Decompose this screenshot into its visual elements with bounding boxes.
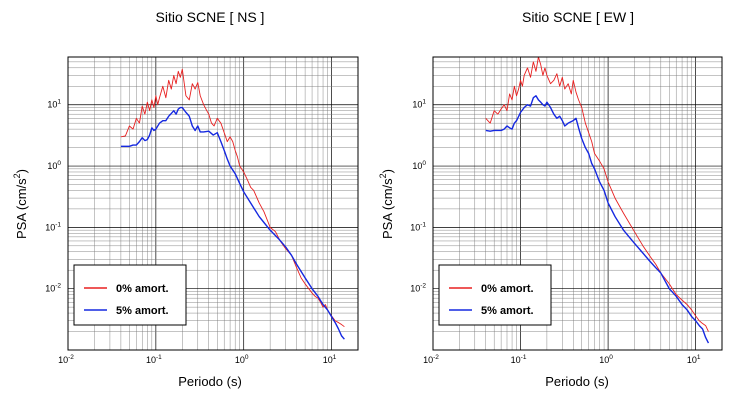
- legend-label-0pct-ns: 0% amort.: [116, 283, 169, 295]
- y-tick-label: 100: [47, 160, 61, 171]
- series-line-0pct-ns: [120, 68, 345, 328]
- chart-title-ns: Sitio SCNE [ NS ]: [156, 9, 265, 25]
- chart-title-ew: Sitio SCNE [ EW ]: [522, 9, 634, 25]
- y-label-sup-ns: 2: [12, 173, 22, 178]
- y-tick-label: 10-1: [45, 221, 61, 232]
- series-group-ew: [485, 56, 710, 344]
- y-tick-label: 10-2: [45, 283, 61, 294]
- series-line-5pct-ns: [120, 106, 345, 340]
- y-label-sup-ew: 2: [378, 173, 388, 178]
- y-label-main-ew: PSA (cm/s: [380, 178, 395, 239]
- series-line-5pct-ew: [485, 95, 710, 344]
- y-tick-label: 101: [47, 99, 61, 110]
- x-tick-label: 10-2: [423, 354, 439, 365]
- y-tick-label: 100: [412, 160, 426, 171]
- legend-ns: 0% amort. 5% amort.: [73, 264, 187, 326]
- x-tick-label: 10-2: [58, 354, 74, 365]
- y-label-end-ns: ): [14, 169, 29, 173]
- x-axis-label-ns: Periodo (s): [178, 374, 242, 389]
- legend-ew: 0% amort. 5% amort.: [438, 264, 552, 326]
- x-ticks-ew: 10-2 10-1 100 101: [423, 354, 701, 365]
- y-label-main-ns: PSA (cm/s: [14, 178, 29, 239]
- x-tick-label: 10-1: [511, 354, 527, 365]
- y-ticks-ns: 101 100 10-1 10-2: [45, 99, 61, 294]
- legend-label-5pct-ns: 5% amort.: [116, 305, 169, 317]
- legend-label-5pct-ew: 5% amort.: [481, 305, 534, 317]
- series-group-ns: [120, 68, 345, 340]
- x-tick-label: 100: [235, 354, 249, 365]
- x-ticks-ns: 10-2 10-1 100 101: [58, 354, 337, 365]
- x-tick-label: 101: [323, 354, 337, 365]
- x-tick-label: 100: [599, 354, 613, 365]
- y-ticks-ew: 101 100 10-1 10-2: [410, 99, 426, 294]
- x-axis-label-ew: Periodo (s): [545, 374, 609, 389]
- legend-label-0pct-ew: 0% amort.: [481, 283, 534, 295]
- legend-box-ns: [73, 264, 187, 326]
- plot-frame-ew: [432, 56, 723, 351]
- x-tick-label: 101: [687, 354, 701, 365]
- y-axis-label-ns: PSA (cm/s2): [12, 169, 29, 239]
- y-tick-label: 101: [412, 99, 426, 110]
- y-label-end-ew: ): [380, 169, 395, 173]
- plot-frame-ns: [67, 56, 359, 351]
- y-tick-label: 10-1: [410, 221, 426, 232]
- legend-box-ew: [438, 264, 552, 326]
- y-axis-label-ew: PSA (cm/s2): [378, 169, 395, 239]
- chart-panel-ns: Sitio SCNE [ NS ] 10-2 10-1 100 101 1011001…: [12, 9, 359, 389]
- chart-panel-ew: Sitio SCNE [ EW ] 10-2 10-1 100 101 1011001…: [378, 9, 723, 389]
- y-tick-label: 10-2: [410, 283, 426, 294]
- x-tick-label: 10-1: [146, 354, 162, 365]
